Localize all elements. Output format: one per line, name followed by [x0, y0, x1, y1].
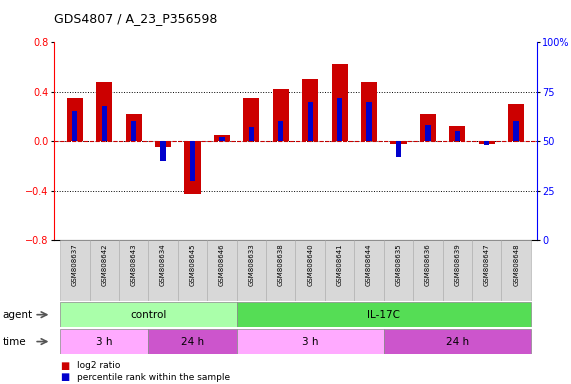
- Bar: [420, 114, 436, 141]
- Text: GSM808638: GSM808638: [278, 243, 284, 286]
- Bar: [249, 127, 254, 141]
- Bar: [472, 240, 501, 301]
- Text: percentile rank within the sample: percentile rank within the sample: [77, 372, 230, 382]
- Bar: [155, 141, 171, 147]
- Bar: [425, 125, 431, 141]
- Text: 3 h: 3 h: [96, 336, 112, 347]
- Bar: [308, 102, 313, 141]
- Text: GSM808633: GSM808633: [248, 243, 254, 286]
- Bar: [131, 121, 136, 141]
- Bar: [160, 141, 166, 161]
- Text: GDS4807 / A_23_P356598: GDS4807 / A_23_P356598: [54, 12, 218, 25]
- Text: GSM808639: GSM808639: [455, 243, 460, 286]
- Bar: [478, 141, 495, 144]
- Bar: [273, 89, 289, 141]
- Bar: [243, 98, 259, 141]
- Bar: [355, 240, 384, 301]
- Text: log2 ratio: log2 ratio: [77, 361, 120, 370]
- Text: GSM808636: GSM808636: [425, 243, 431, 286]
- Bar: [102, 106, 107, 141]
- Text: control: control: [130, 310, 167, 320]
- Bar: [455, 131, 460, 141]
- Bar: [384, 329, 531, 354]
- Text: GSM808648: GSM808648: [513, 243, 519, 286]
- Bar: [219, 137, 224, 141]
- Bar: [337, 98, 342, 141]
- Text: GSM808637: GSM808637: [72, 243, 78, 286]
- Text: agent: agent: [3, 310, 33, 320]
- Bar: [296, 240, 325, 301]
- Bar: [236, 240, 266, 301]
- Bar: [96, 82, 112, 141]
- Text: GSM808635: GSM808635: [396, 243, 401, 286]
- Bar: [391, 141, 407, 144]
- Bar: [325, 240, 355, 301]
- Bar: [513, 121, 519, 141]
- Bar: [484, 141, 489, 145]
- Bar: [449, 126, 465, 141]
- Bar: [60, 329, 148, 354]
- Bar: [384, 240, 413, 301]
- Bar: [236, 329, 384, 354]
- Text: GSM808643: GSM808643: [131, 243, 136, 286]
- Bar: [413, 240, 443, 301]
- Bar: [302, 79, 318, 141]
- Text: 24 h: 24 h: [446, 336, 469, 347]
- Text: GSM808647: GSM808647: [484, 243, 490, 286]
- Bar: [236, 302, 531, 327]
- Text: GSM808645: GSM808645: [190, 243, 195, 286]
- Bar: [190, 141, 195, 181]
- Bar: [148, 240, 178, 301]
- Text: 3 h: 3 h: [302, 336, 319, 347]
- Bar: [207, 240, 236, 301]
- Text: 24 h: 24 h: [181, 336, 204, 347]
- Bar: [148, 329, 236, 354]
- Bar: [501, 240, 531, 301]
- Bar: [508, 104, 524, 141]
- Text: ■: ■: [60, 372, 69, 382]
- Text: IL-17C: IL-17C: [367, 310, 400, 320]
- Text: GSM808642: GSM808642: [101, 243, 107, 286]
- Bar: [90, 240, 119, 301]
- Bar: [67, 98, 83, 141]
- Bar: [266, 240, 296, 301]
- Text: GSM808640: GSM808640: [307, 243, 313, 286]
- Bar: [178, 240, 207, 301]
- Bar: [361, 82, 377, 141]
- Bar: [60, 302, 236, 327]
- Text: GSM808644: GSM808644: [366, 243, 372, 286]
- Bar: [119, 240, 148, 301]
- Text: GSM808646: GSM808646: [219, 243, 225, 286]
- Bar: [396, 141, 401, 157]
- Bar: [72, 111, 78, 141]
- Bar: [60, 240, 90, 301]
- Text: GSM808634: GSM808634: [160, 243, 166, 286]
- Bar: [367, 102, 372, 141]
- Bar: [184, 141, 200, 194]
- Bar: [332, 65, 348, 141]
- Bar: [443, 240, 472, 301]
- Bar: [214, 135, 230, 141]
- Bar: [278, 121, 283, 141]
- Bar: [126, 114, 142, 141]
- Text: time: time: [3, 336, 26, 347]
- Text: GSM808641: GSM808641: [337, 243, 343, 286]
- Text: ■: ■: [60, 361, 69, 371]
